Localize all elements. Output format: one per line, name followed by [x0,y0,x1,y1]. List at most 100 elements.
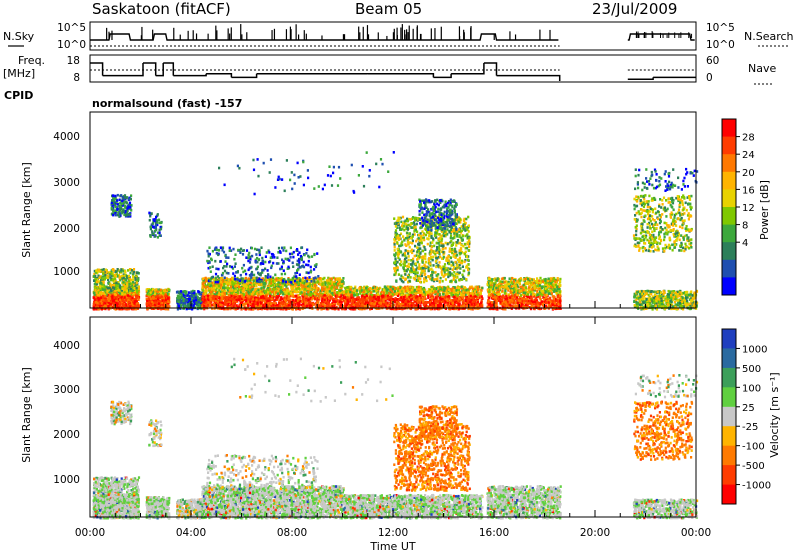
echo-cell [131,294,134,298]
echo-cell [102,280,105,284]
echo-cell [294,272,297,275]
echo-cell [307,298,310,302]
echo-cell [267,288,270,292]
echo-cell [105,293,108,297]
echo-cell [285,249,288,253]
echo-cell [282,260,285,263]
echo-cell [118,303,121,307]
echo-cell [193,299,196,303]
echo-cell [146,299,149,303]
echo-cell [255,284,258,288]
echo-cell [245,256,248,259]
echo-cell [100,302,103,305]
echo-cell [220,280,223,284]
echo-cell [326,279,329,282]
echo-cell [129,297,132,300]
echo-cell [279,298,282,301]
echo-cell [305,283,308,286]
echo-cell [134,294,137,298]
echo-cell [117,282,120,286]
echo-cell [294,284,297,288]
echo-cell [226,262,229,266]
date-title: 23/Jul/2009 [592,0,677,18]
echo-cell [224,260,227,263]
echo-cell [98,276,101,279]
echo-cell [289,246,292,250]
echo-cell [281,246,284,250]
echo-cell [121,303,124,306]
echo-cell [207,254,210,258]
echo-cell [122,273,125,276]
echo-cell [123,305,126,308]
echo-cell [314,276,317,279]
echo-cell [225,265,228,268]
echo-cell [108,286,111,290]
echo-cell [264,295,267,299]
echo-cell [132,270,136,274]
echo-cell [102,296,105,300]
echo-cell [335,286,339,289]
echo-cell [107,292,110,296]
freq-panel-frame [89,54,697,83]
echo-cell [313,280,316,283]
echo-cell [208,287,211,290]
echo-cell [288,259,291,262]
echo-cell [123,281,126,285]
echo-cell [253,273,256,277]
freq-right-tick-bottom: 0 [706,72,713,84]
echo-cell [229,297,232,300]
echo-cell [255,305,258,308]
noise-right-tick-top: 10^5 [706,22,735,34]
echo-cell [95,301,98,304]
echo-cell [203,304,206,308]
echo-cell [166,289,169,292]
echo-cell [96,291,99,295]
echo-cell [228,265,232,268]
echo-cell [304,298,307,302]
echo-cell [269,256,272,260]
echo-cell [125,297,129,300]
echo-cell [277,246,281,250]
echo-cell [261,256,264,260]
echo-cell [283,272,287,276]
echo-cell [105,299,108,303]
echo-cell [210,294,213,298]
echo-cell [113,291,116,294]
echo-cell [94,291,97,295]
echo-cell [323,298,326,302]
echo-cell [107,301,110,304]
echo-cell [114,308,117,311]
echo-cell [275,262,278,265]
echo-cell [93,296,96,300]
echo-cell [297,253,300,256]
echo-cell [131,282,134,286]
echo-cell [279,251,282,254]
echo-cell [223,286,226,290]
echo-cell [321,299,324,303]
echo-cell [130,269,133,272]
echo-cell [119,298,122,302]
echo-cell [124,286,127,290]
echo-cell [230,291,234,295]
echo-cell [100,276,103,280]
echo-cell [124,278,127,282]
echo-cell [298,273,301,276]
echo-cell [249,300,252,304]
cpid-label: CPID [4,89,33,102]
echo-cell [163,288,166,292]
echo-cell [307,290,310,294]
echo-cell [95,307,98,311]
echo-cell [92,275,95,278]
nsearch-label: N.Search [744,30,794,43]
echo-cell [223,292,226,295]
echo-cell [217,267,220,271]
echo-cell [122,297,125,301]
echo-cell [300,288,303,291]
beam-title: Beam 05 [355,0,422,18]
echo-cell [114,297,117,300]
echo-cell [115,295,118,299]
echo-cell [193,302,196,305]
echo-cell [233,257,236,261]
echo-cell [283,298,286,302]
echo-cell [115,304,118,307]
